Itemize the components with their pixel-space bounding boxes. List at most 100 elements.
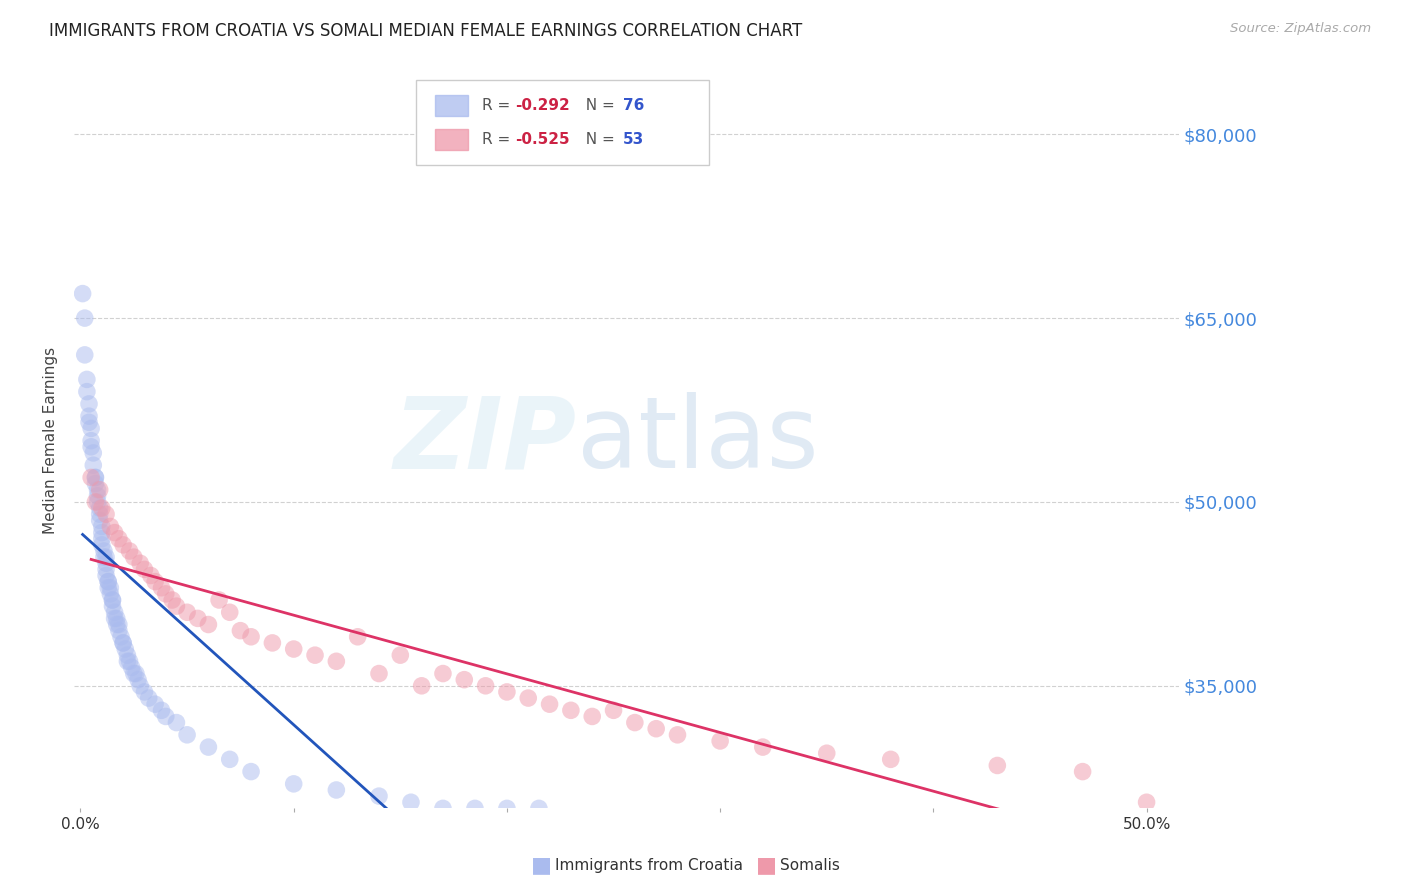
Point: [76, 372, 98, 386]
Point: [80, 440, 103, 454]
Point: [90, 532, 112, 546]
Text: ■: ■: [756, 855, 776, 875]
Point: [108, 532, 131, 546]
Point: [432, 666, 454, 681]
Point: [80, 421, 103, 435]
Point: [880, 752, 903, 766]
Point: [432, 801, 454, 815]
Point: [89, 501, 111, 516]
Point: [138, 691, 160, 706]
Point: [112, 636, 135, 650]
Point: [76, 384, 98, 399]
Point: [155, 587, 177, 601]
Point: [240, 764, 263, 779]
FancyBboxPatch shape: [436, 129, 468, 150]
Point: [143, 697, 166, 711]
Point: [150, 703, 173, 717]
Point: [229, 624, 252, 638]
Point: [104, 605, 127, 619]
Point: [86, 495, 108, 509]
Point: [752, 740, 775, 755]
Point: [84, 470, 107, 484]
Point: [304, 648, 326, 662]
FancyBboxPatch shape: [436, 95, 468, 116]
Point: [560, 703, 582, 717]
Text: IMMIGRANTS FROM CROATIA VS SOMALI MEDIAN FEMALE EARNINGS CORRELATION CHART: IMMIGRANTS FROM CROATIA VS SOMALI MEDIAN…: [49, 22, 803, 40]
Point: [1071, 764, 1094, 779]
Point: [517, 691, 540, 706]
Point: [368, 666, 391, 681]
Point: [129, 679, 152, 693]
Point: [474, 679, 496, 693]
Point: [90, 538, 112, 552]
Point: [187, 611, 209, 625]
Point: [197, 740, 219, 755]
Point: [84, 476, 107, 491]
Point: [73, 348, 96, 362]
Point: [86, 483, 108, 497]
Point: [84, 495, 107, 509]
Point: [105, 617, 128, 632]
Point: [80, 434, 103, 448]
Point: [581, 709, 603, 723]
Point: [110, 630, 132, 644]
Point: [97, 581, 120, 595]
FancyBboxPatch shape: [416, 80, 709, 165]
Point: [411, 679, 433, 693]
Point: [218, 752, 240, 766]
Point: [122, 666, 145, 681]
Point: [325, 654, 347, 668]
Point: [197, 617, 219, 632]
Point: [283, 642, 305, 657]
Point: [98, 587, 121, 601]
Point: [97, 574, 120, 589]
Point: [82, 446, 104, 460]
Point: [108, 624, 131, 638]
Point: [496, 801, 519, 815]
Point: [496, 685, 519, 699]
Point: [325, 783, 347, 797]
Point: [134, 685, 156, 699]
Point: [94, 568, 117, 582]
Text: ZIP: ZIP: [394, 392, 576, 489]
Point: [538, 697, 561, 711]
Point: [104, 525, 127, 540]
Point: [117, 654, 139, 668]
Point: [77, 397, 100, 411]
Point: [90, 525, 112, 540]
Text: R =: R =: [482, 98, 515, 113]
Point: [112, 538, 135, 552]
Point: [122, 550, 145, 565]
Point: [453, 673, 475, 687]
Text: ■: ■: [531, 855, 551, 875]
Point: [89, 513, 111, 527]
Point: [129, 556, 152, 570]
Point: [165, 715, 187, 730]
Point: [114, 642, 136, 657]
Text: Immigrants from Croatia: Immigrants from Croatia: [555, 858, 744, 872]
Text: N =: N =: [575, 98, 619, 113]
Point: [118, 654, 141, 668]
Point: [94, 556, 117, 570]
Point: [624, 715, 647, 730]
Point: [208, 593, 231, 607]
Point: [160, 593, 183, 607]
Point: [127, 673, 149, 687]
Point: [104, 611, 127, 625]
Point: [125, 666, 148, 681]
Point: [77, 415, 100, 429]
Point: [108, 617, 131, 632]
Point: [150, 581, 173, 595]
Text: Somalis: Somalis: [780, 858, 841, 872]
Point: [94, 550, 117, 565]
Text: -0.292: -0.292: [515, 98, 569, 113]
Point: [118, 544, 141, 558]
Point: [73, 311, 96, 326]
Point: [283, 777, 305, 791]
Point: [645, 722, 668, 736]
Point: [527, 801, 550, 815]
Text: Source: ZipAtlas.com: Source: ZipAtlas.com: [1230, 22, 1371, 36]
Point: [121, 660, 143, 674]
Point: [90, 519, 112, 533]
Point: [262, 636, 284, 650]
